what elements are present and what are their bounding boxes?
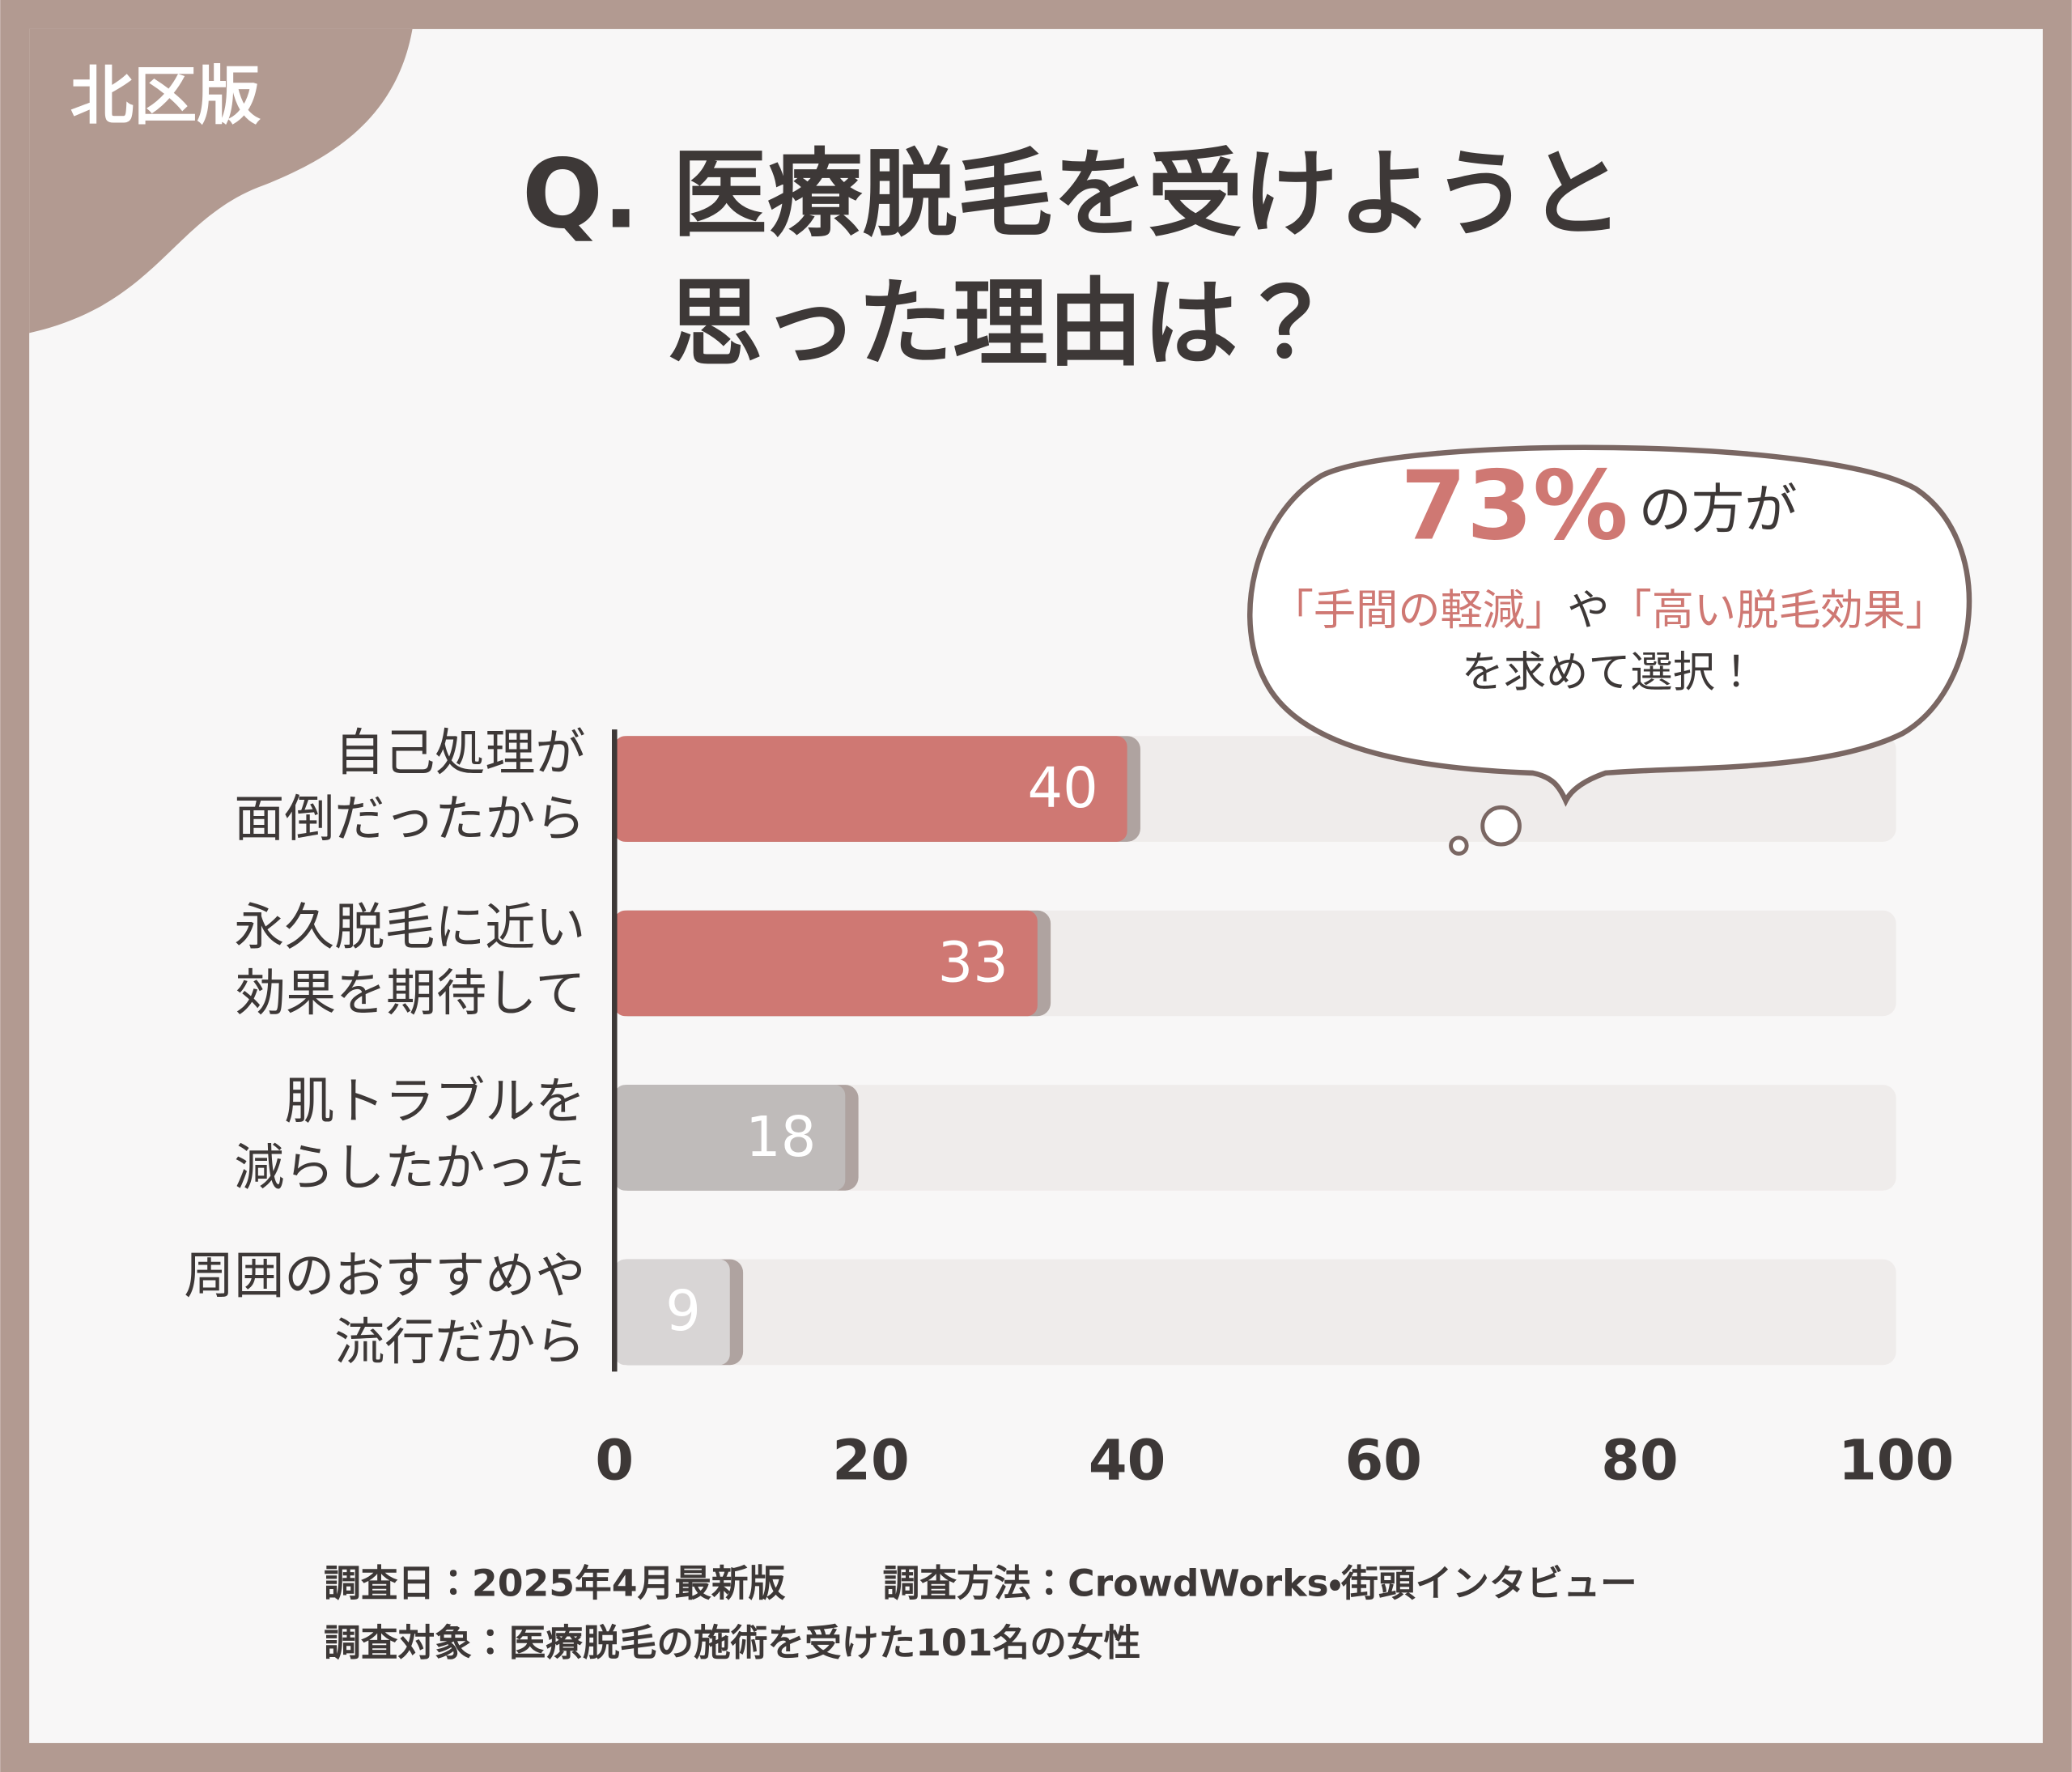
- callout-highlight: 73%: [1400, 451, 1628, 562]
- callout-text: や: [1567, 586, 1609, 635]
- value-label: 40: [1027, 756, 1098, 821]
- callout-emphasis: 「手間の軽減」: [1272, 586, 1568, 635]
- category-label: 永久脱毛に近い: [234, 897, 585, 956]
- footnote: 調査方法：CrowdWorks・街頭インタビュー: [883, 1562, 1637, 1604]
- category-label: 面倒だったから: [234, 788, 585, 848]
- callout-bubble: [1247, 444, 1972, 807]
- callout-line: 73% の方が: [1400, 451, 1797, 562]
- callout-dot: [1449, 835, 1469, 856]
- callout-text: の方が: [1639, 478, 1798, 540]
- x-tick-label: 0: [595, 1429, 634, 1494]
- card: [29, 28, 2043, 1744]
- badge-shape: [29, 28, 413, 334]
- chart-title: 思った理由は？: [668, 268, 1334, 379]
- chart-title: Q. 医療脱毛を受けようと: [522, 138, 1624, 249]
- callout-dot: [1480, 805, 1522, 847]
- x-tick-label: 40: [1089, 1429, 1166, 1494]
- badge: 北区版: [70, 60, 261, 134]
- value-label: 9: [665, 1279, 701, 1344]
- category-label: 流行だから: [334, 1312, 585, 1371]
- x-tick-label: 80: [1601, 1429, 1678, 1494]
- x-tick-label: 60: [1345, 1429, 1422, 1494]
- bar: [614, 1259, 730, 1366]
- footnote: 調査日：2025年4月最新版: [324, 1562, 785, 1604]
- bar: [614, 910, 1038, 1017]
- value-label: 18: [745, 1105, 816, 1170]
- callout-text: を求めて選択！: [1462, 648, 1758, 697]
- category-label: 自己処理が: [334, 723, 585, 782]
- bar: [614, 736, 1127, 842]
- category-label: 減らしたかった: [234, 1137, 585, 1196]
- value-label: 33: [938, 930, 1008, 995]
- category-label: 効果を期待して: [236, 963, 585, 1022]
- bar-track: [614, 1085, 1896, 1191]
- category-label: 肌トラブルを: [284, 1072, 585, 1131]
- callout-line: 「手間の軽減」や「高い脱毛効果」: [1272, 586, 1948, 635]
- category-label: 周囲のおすすめや: [184, 1246, 585, 1305]
- x-tick-label: 100: [1838, 1429, 1954, 1494]
- bar: [614, 1085, 846, 1191]
- x-tick-label: 20: [832, 1429, 909, 1494]
- callout-emphasis: 「高い脱毛効果」: [1609, 586, 1947, 635]
- bar-track: [614, 1259, 1896, 1366]
- footnote: 調査対象：医療脱毛の施術を受けた101名の女性: [324, 1621, 1140, 1664]
